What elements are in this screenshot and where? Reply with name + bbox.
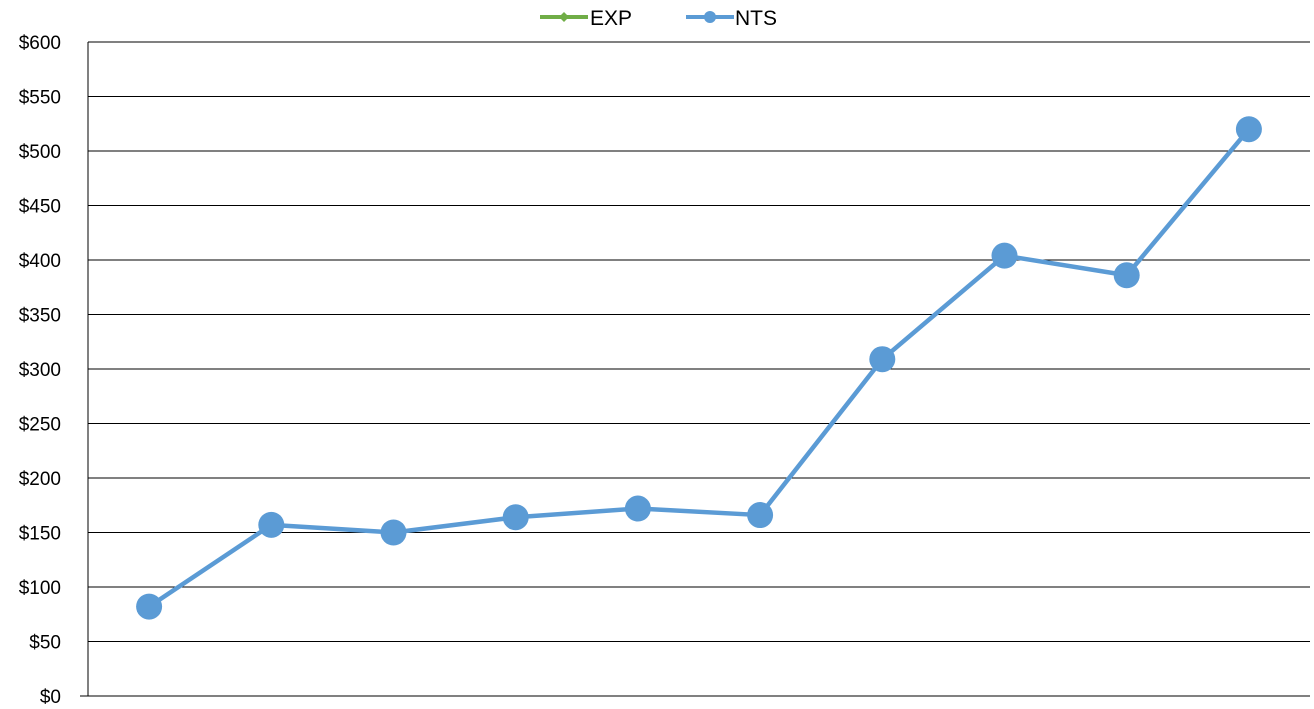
legend-swatch-nts-marker <box>704 11 716 23</box>
y-tick-label: $100 <box>19 578 61 599</box>
y-tick-label: $150 <box>19 524 61 545</box>
data-point-nts <box>1113 262 1140 289</box>
y-tick-label: $400 <box>19 251 61 272</box>
data-point-nts <box>380 519 407 546</box>
y-tick-label: $450 <box>19 197 61 218</box>
y-tick-label: $600 <box>19 33 61 54</box>
y-tick-label: $200 <box>19 469 61 490</box>
legend-swatch-exp-marker <box>559 12 569 22</box>
y-tick-label: $250 <box>19 415 61 436</box>
series-line-nts <box>147 127 1251 609</box>
legend-label-nts: NTS <box>735 7 777 30</box>
data-point-nts <box>1235 116 1262 143</box>
legend: EXP NTS <box>540 7 777 30</box>
data-point-nts <box>136 593 163 620</box>
data-point-nts <box>258 511 285 538</box>
y-tick-label: $500 <box>19 142 61 163</box>
y-tick-label: $0 <box>40 687 61 708</box>
data-point-nts <box>624 495 651 522</box>
data-point-nts <box>991 242 1018 269</box>
y-axis-tick-labels: $0 $50 $100 $150 $200 $250 $300 $350 $400 $450 $50… <box>19 33 61 708</box>
y-tick-label: $350 <box>19 306 61 327</box>
data-point-nts <box>747 502 774 529</box>
y-tick-label: $300 <box>19 360 61 381</box>
data-point-nts <box>869 346 896 373</box>
y-tick-label: $550 <box>19 88 61 109</box>
y-tick-label: $50 <box>29 633 61 654</box>
series-layer <box>136 116 1262 620</box>
data-point-nts <box>502 504 529 531</box>
gridlines <box>88 41 1310 642</box>
axes <box>80 42 1310 697</box>
legend-label-exp: EXP <box>590 7 632 30</box>
